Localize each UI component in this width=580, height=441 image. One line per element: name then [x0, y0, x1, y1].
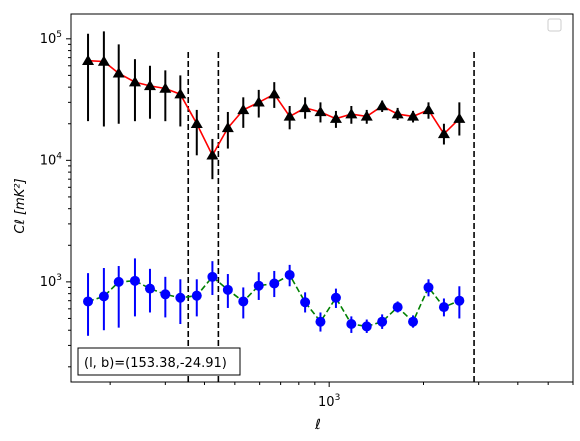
data-point	[407, 110, 420, 121]
data-point	[437, 127, 450, 139]
data-point	[207, 271, 218, 282]
series-1	[82, 31, 466, 180]
data-point	[83, 296, 94, 307]
data-point	[269, 278, 280, 289]
data-point	[129, 275, 140, 286]
data-point	[97, 55, 110, 66]
x-axis-label: ℓ	[314, 417, 321, 433]
data-point	[314, 105, 327, 117]
data-point	[299, 101, 312, 113]
data-point	[206, 149, 219, 160]
annotation-text: (l, b)=(153.38,-24.91)	[84, 356, 227, 371]
data-point	[238, 296, 249, 307]
plot-frame	[70, 13, 574, 383]
data-point	[360, 110, 373, 121]
data-point	[315, 316, 326, 327]
y-axis-label: Cℓ [mK²]	[13, 178, 28, 233]
data-point	[160, 289, 171, 300]
data-point	[237, 103, 250, 115]
data-point	[346, 319, 357, 330]
data-point	[361, 321, 372, 332]
data-point	[391, 108, 404, 119]
y-tick-label: 104	[40, 151, 63, 168]
data-point	[408, 316, 419, 327]
data-point	[423, 282, 434, 293]
data-point	[221, 121, 234, 133]
plot-area	[71, 14, 573, 382]
data-point	[284, 269, 295, 280]
data-point	[329, 112, 342, 123]
series-layer	[82, 31, 466, 336]
data-point	[174, 88, 187, 99]
y-tick-label: 105	[40, 30, 62, 47]
data-point	[252, 96, 265, 107]
data-point	[112, 67, 125, 78]
data-point	[377, 316, 388, 327]
data-point	[392, 302, 403, 313]
data-point	[453, 112, 466, 123]
data-point	[300, 297, 311, 308]
data-point	[454, 295, 465, 306]
data-point	[283, 110, 296, 121]
data-point	[128, 76, 141, 87]
series-2	[83, 258, 465, 336]
y-tick-label: 103	[40, 273, 62, 290]
data-point	[190, 117, 203, 128]
data-point	[438, 302, 449, 313]
data-point	[345, 108, 358, 119]
data-point	[330, 292, 341, 303]
data-point	[422, 103, 435, 115]
data-point	[82, 54, 95, 65]
data-point	[144, 283, 155, 294]
data-point	[175, 292, 186, 303]
data-point	[159, 82, 172, 93]
data-point	[191, 290, 202, 301]
data-point	[253, 280, 264, 291]
data-point	[376, 99, 389, 111]
data-point	[143, 79, 156, 91]
legend-box	[547, 18, 562, 32]
data-point	[222, 284, 233, 295]
data-point	[268, 88, 281, 99]
data-point	[113, 276, 124, 287]
data-point	[98, 291, 109, 302]
annotation-box: (l, b)=(153.38,-24.91)	[77, 347, 241, 376]
x-tick-label: 103	[318, 393, 340, 410]
